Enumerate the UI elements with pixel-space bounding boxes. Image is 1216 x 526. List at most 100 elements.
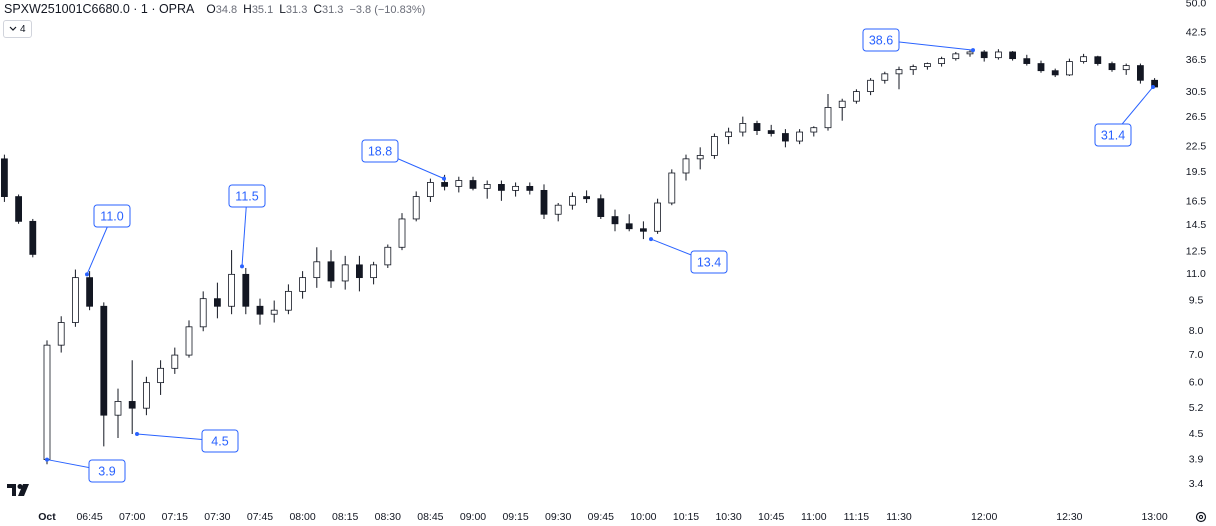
x-tick-label: Oct	[38, 511, 56, 523]
candle-body	[142, 382, 150, 409]
y-tick-label: 7.0	[1189, 349, 1204, 361]
candle-body	[256, 305, 264, 315]
annotation-box	[93, 204, 131, 228]
x-tick-label: 06:45	[76, 511, 102, 523]
candle-body	[980, 51, 988, 59]
ohlc-value: 31.3	[322, 4, 344, 16]
candle-body	[1037, 63, 1045, 72]
candle-body	[739, 123, 747, 133]
candle-body	[341, 264, 349, 282]
candle-body	[838, 100, 846, 108]
candle-body	[57, 322, 65, 346]
annotation-label: 3.9	[98, 464, 115, 478]
y-tick-label: 16.5	[1186, 196, 1207, 208]
x-tick-label: 09:45	[588, 511, 614, 523]
x-tick-label: 08:45	[417, 511, 443, 523]
y-tick-label: 5.2	[1189, 402, 1204, 414]
y-tick-label: 11.0	[1186, 268, 1206, 280]
candle-body	[711, 136, 718, 156]
x-tick-label: 09:00	[460, 511, 486, 523]
candle-body	[355, 264, 363, 279]
candle-body	[895, 69, 903, 75]
change: −3.8 (−10.83%)	[349, 4, 426, 16]
annotation: 3.9	[45, 457, 126, 483]
x-tick-label: 10:15	[673, 511, 699, 523]
candle-body	[753, 123, 761, 131]
legend-header: SPXW251001C6680.0 · 1 · OPRA O 34.8 H 35.1 L…	[4, 2, 425, 16]
candle-body	[213, 298, 221, 307]
candle-body	[1066, 61, 1073, 76]
candle-body	[640, 228, 647, 232]
candle-body	[114, 401, 122, 416]
candle-body	[0, 158, 8, 197]
x-tick-label: 07:15	[162, 511, 188, 523]
candle-body	[611, 216, 619, 225]
candle-body	[767, 130, 775, 134]
annotation-box	[201, 429, 239, 453]
candle-body	[128, 401, 136, 409]
candle-body	[29, 220, 37, 255]
candle-body	[100, 305, 108, 416]
candle-body	[242, 273, 250, 307]
y-tick-label: 30.5	[1186, 86, 1207, 98]
indicator-count: 4	[20, 23, 26, 35]
candle-body	[668, 172, 676, 204]
x-tick-label: 10:00	[630, 511, 656, 523]
logo	[7, 484, 29, 496]
annotation-point	[971, 48, 975, 53]
annotation-label: 38.6	[869, 33, 893, 47]
annotation-box	[361, 139, 399, 163]
x-tick-label: 09:15	[502, 511, 528, 523]
x-tick-label: 12:30	[1056, 511, 1082, 523]
candle-body	[796, 131, 803, 142]
x-tick-label: 09:30	[545, 511, 571, 523]
candle-body	[497, 184, 505, 191]
candle-body	[824, 107, 832, 129]
candle-body	[1080, 56, 1087, 62]
x-tick-label: 10:45	[758, 511, 784, 523]
candle-body	[526, 185, 534, 191]
candle-body	[881, 73, 889, 81]
settings-icon[interactable]	[1195, 511, 1207, 523]
candle-body	[540, 189, 548, 215]
y-tick-label: 12.5	[1186, 245, 1207, 257]
annotation-label: 4.5	[211, 434, 228, 448]
symbol: SPXW251001C6680.0 · 1 · OPRA	[4, 2, 195, 16]
candle-body	[228, 273, 236, 307]
annotation-point	[45, 457, 49, 462]
candle-body	[696, 155, 704, 160]
candle-body	[455, 180, 463, 187]
candle-body	[199, 298, 207, 328]
candle-body	[299, 277, 307, 292]
y-tick-label: 4.5	[1189, 428, 1204, 440]
y-tick-label: 8.0	[1189, 325, 1204, 337]
annotation-point	[442, 176, 446, 181]
y-tick-label: 42.5	[1186, 27, 1207, 39]
x-tick-label: 07:30	[204, 511, 230, 523]
y-tick-label: 6.0	[1189, 376, 1204, 388]
annotation: 18.8	[361, 139, 446, 181]
candle-body	[270, 309, 278, 315]
annotation: 11.5	[228, 184, 266, 269]
y-tick-label: 3.4	[1189, 478, 1204, 490]
annotation: 13.4	[649, 237, 728, 274]
candle-body	[512, 185, 519, 191]
indicator-toggle[interactable]: 4	[3, 20, 32, 38]
candle-body	[313, 261, 321, 279]
annotation-point	[240, 264, 244, 269]
candle-body	[625, 223, 633, 230]
candle-body	[1122, 65, 1130, 71]
y-tick-label: 14.5	[1186, 219, 1207, 231]
x-tick-label: 08:15	[332, 511, 358, 523]
x-tick-label: 11:15	[844, 511, 870, 523]
candle-body	[1137, 65, 1144, 81]
annotation-box	[1094, 123, 1132, 147]
candle-body	[952, 53, 960, 60]
candle-body	[924, 63, 931, 67]
candle-body	[938, 58, 945, 64]
candle-body	[412, 196, 420, 220]
ohlc-value: 31.3	[285, 4, 308, 16]
candle-body	[384, 246, 392, 266]
